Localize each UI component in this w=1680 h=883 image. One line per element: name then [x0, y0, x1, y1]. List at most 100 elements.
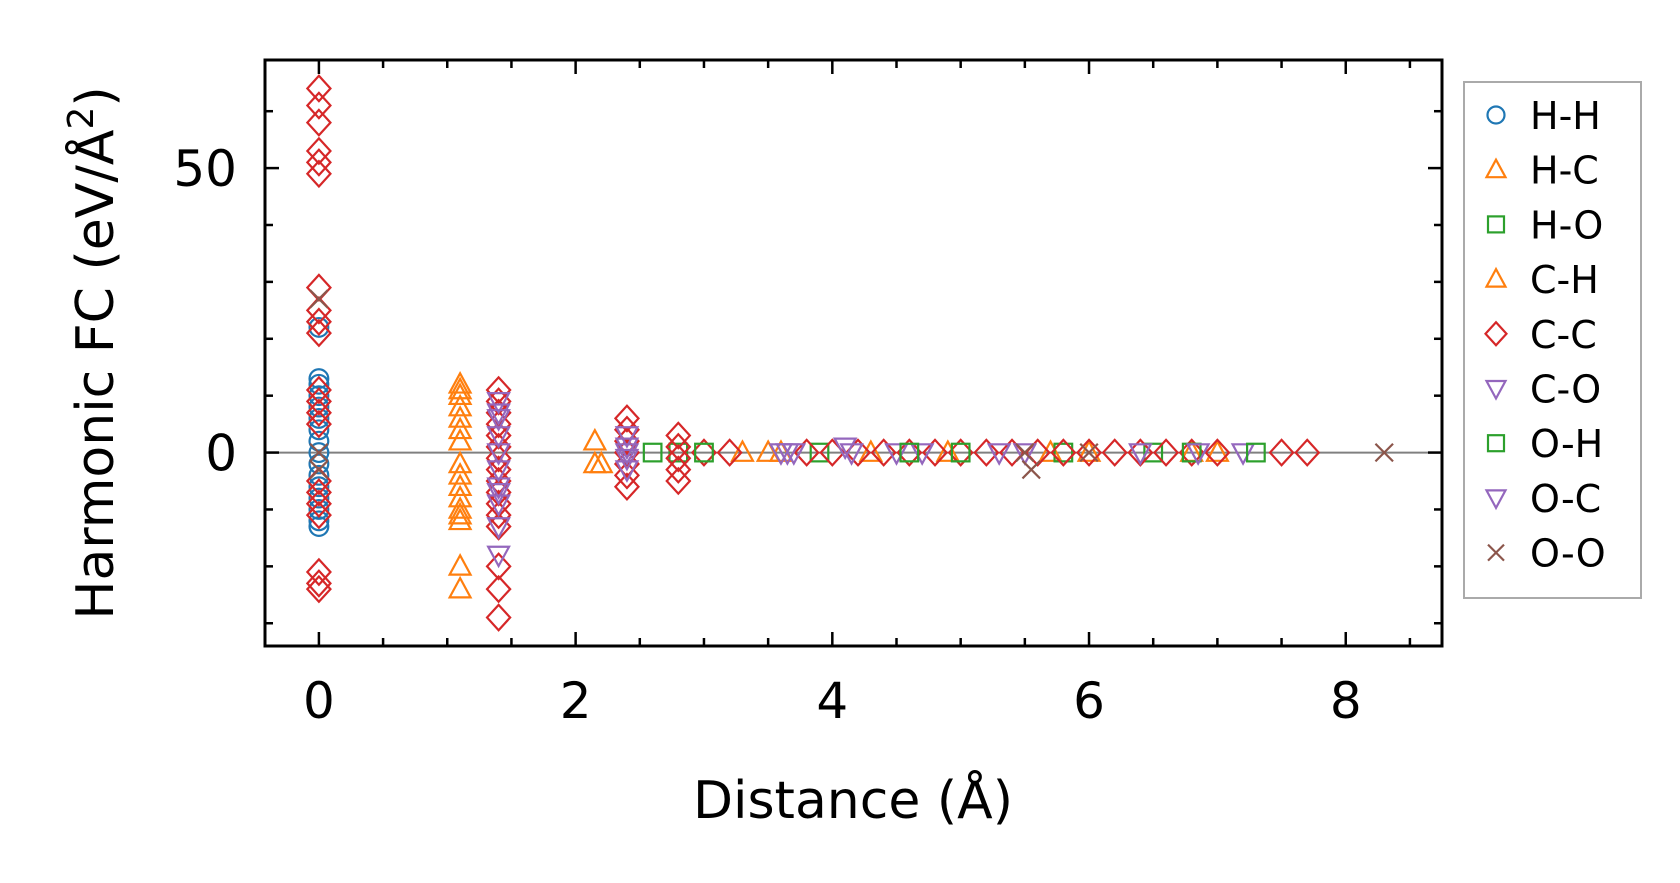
data-point [305, 148, 332, 177]
data-point [486, 460, 511, 483]
data-point [305, 500, 332, 530]
legend-marker [1486, 434, 1506, 453]
data-point [305, 489, 332, 519]
data-point [921, 438, 949, 467]
data-point [447, 405, 473, 428]
data-point [308, 464, 330, 486]
data-point [665, 455, 692, 484]
data-point [613, 404, 640, 433]
data-point [308, 476, 330, 498]
data-point [485, 603, 512, 632]
x-tick-label: 8 [1330, 672, 1362, 730]
data-point [486, 392, 511, 415]
legend-marker [1484, 266, 1508, 288]
legend-label: H-O [1530, 203, 1603, 247]
data-point [665, 421, 692, 450]
series-c-c [305, 74, 1321, 632]
data-point [309, 442, 329, 463]
plot-frame [263, 58, 1444, 648]
series-o-c [486, 403, 1211, 506]
data-point [1268, 438, 1295, 467]
data-point [1204, 438, 1231, 467]
data-point [775, 443, 800, 466]
legend-entry: H-O [1486, 203, 1603, 247]
data-point [614, 437, 640, 461]
data-point [305, 159, 332, 189]
data-point [1374, 442, 1394, 463]
data-point [1128, 443, 1153, 466]
data-point [447, 496, 473, 519]
legend-entry: O-H [1486, 422, 1603, 466]
data-point [613, 426, 640, 456]
data-point [447, 473, 473, 497]
y-axis-label-superscript: 2 [61, 107, 102, 130]
data-point [730, 439, 755, 462]
data-point [485, 409, 512, 439]
x-tick-label: 0 [303, 672, 335, 730]
data-point [858, 439, 884, 462]
data-point [1143, 442, 1164, 463]
legend-entry: C-O [1484, 368, 1601, 412]
data-point [613, 449, 640, 479]
data-point [642, 442, 663, 463]
legend: H-H H-C H-O C-H C-C C-O O-H O-C O-O [1463, 81, 1642, 599]
x-tick-label: 2 [560, 672, 592, 730]
data-point [614, 448, 640, 472]
tick-labels-layer: 0 2 4 6 8 0 50 [173, 140, 1361, 730]
legend-marker [1484, 320, 1508, 347]
data-point [1038, 439, 1063, 462]
y-tick-label: 50 [173, 140, 237, 198]
data-point [1153, 438, 1180, 467]
data-point [1205, 439, 1230, 462]
data-point [1245, 442, 1266, 463]
data-point [614, 426, 640, 449]
data-point [809, 442, 830, 463]
data-point [309, 289, 329, 309]
data-point [305, 478, 332, 507]
legend-label: C-C [1530, 313, 1597, 357]
data-point [694, 442, 714, 463]
data-point [308, 419, 330, 441]
data-point [447, 416, 473, 440]
data-point [839, 443, 864, 466]
data-point [308, 385, 330, 407]
legend-marker [1486, 215, 1506, 234]
x-tick-label: 6 [1073, 672, 1105, 730]
y-axis-label: Harmonic FC (eV/Å2) [61, 86, 126, 619]
data-point [1075, 438, 1103, 467]
data-point [486, 477, 511, 501]
data-point [308, 396, 330, 418]
legend-label: O-C [1530, 477, 1601, 521]
data-point [1079, 442, 1099, 463]
data-point [485, 466, 512, 496]
data-point [308, 407, 330, 429]
series-o-h [694, 442, 1266, 463]
data-point [305, 409, 332, 439]
data-point [308, 453, 330, 475]
y-tick-label: 0 [205, 425, 237, 483]
data-point [485, 375, 512, 405]
data-point [486, 409, 511, 432]
data-point [486, 403, 511, 427]
data-point [308, 430, 330, 452]
data-point [305, 574, 332, 604]
data-point [613, 415, 640, 445]
data-point [305, 108, 332, 137]
legend-label: C-H [1530, 258, 1599, 302]
data-point [305, 74, 332, 103]
legend-marker [1484, 157, 1508, 179]
data-point [614, 443, 640, 466]
legend-marker [1484, 489, 1508, 511]
data-point [308, 499, 330, 520]
data-point [447, 553, 473, 576]
data-point [305, 91, 332, 120]
data-point [447, 507, 473, 531]
data-point [1050, 438, 1077, 467]
legend-entry: C-C [1484, 313, 1597, 357]
x-axis-label: Distance (Å) [693, 769, 1013, 831]
legend-marker [1487, 543, 1505, 562]
data-point [665, 432, 692, 462]
data-point [486, 545, 511, 569]
data-point [986, 443, 1012, 466]
y-axis-label-close: ) [66, 86, 126, 106]
